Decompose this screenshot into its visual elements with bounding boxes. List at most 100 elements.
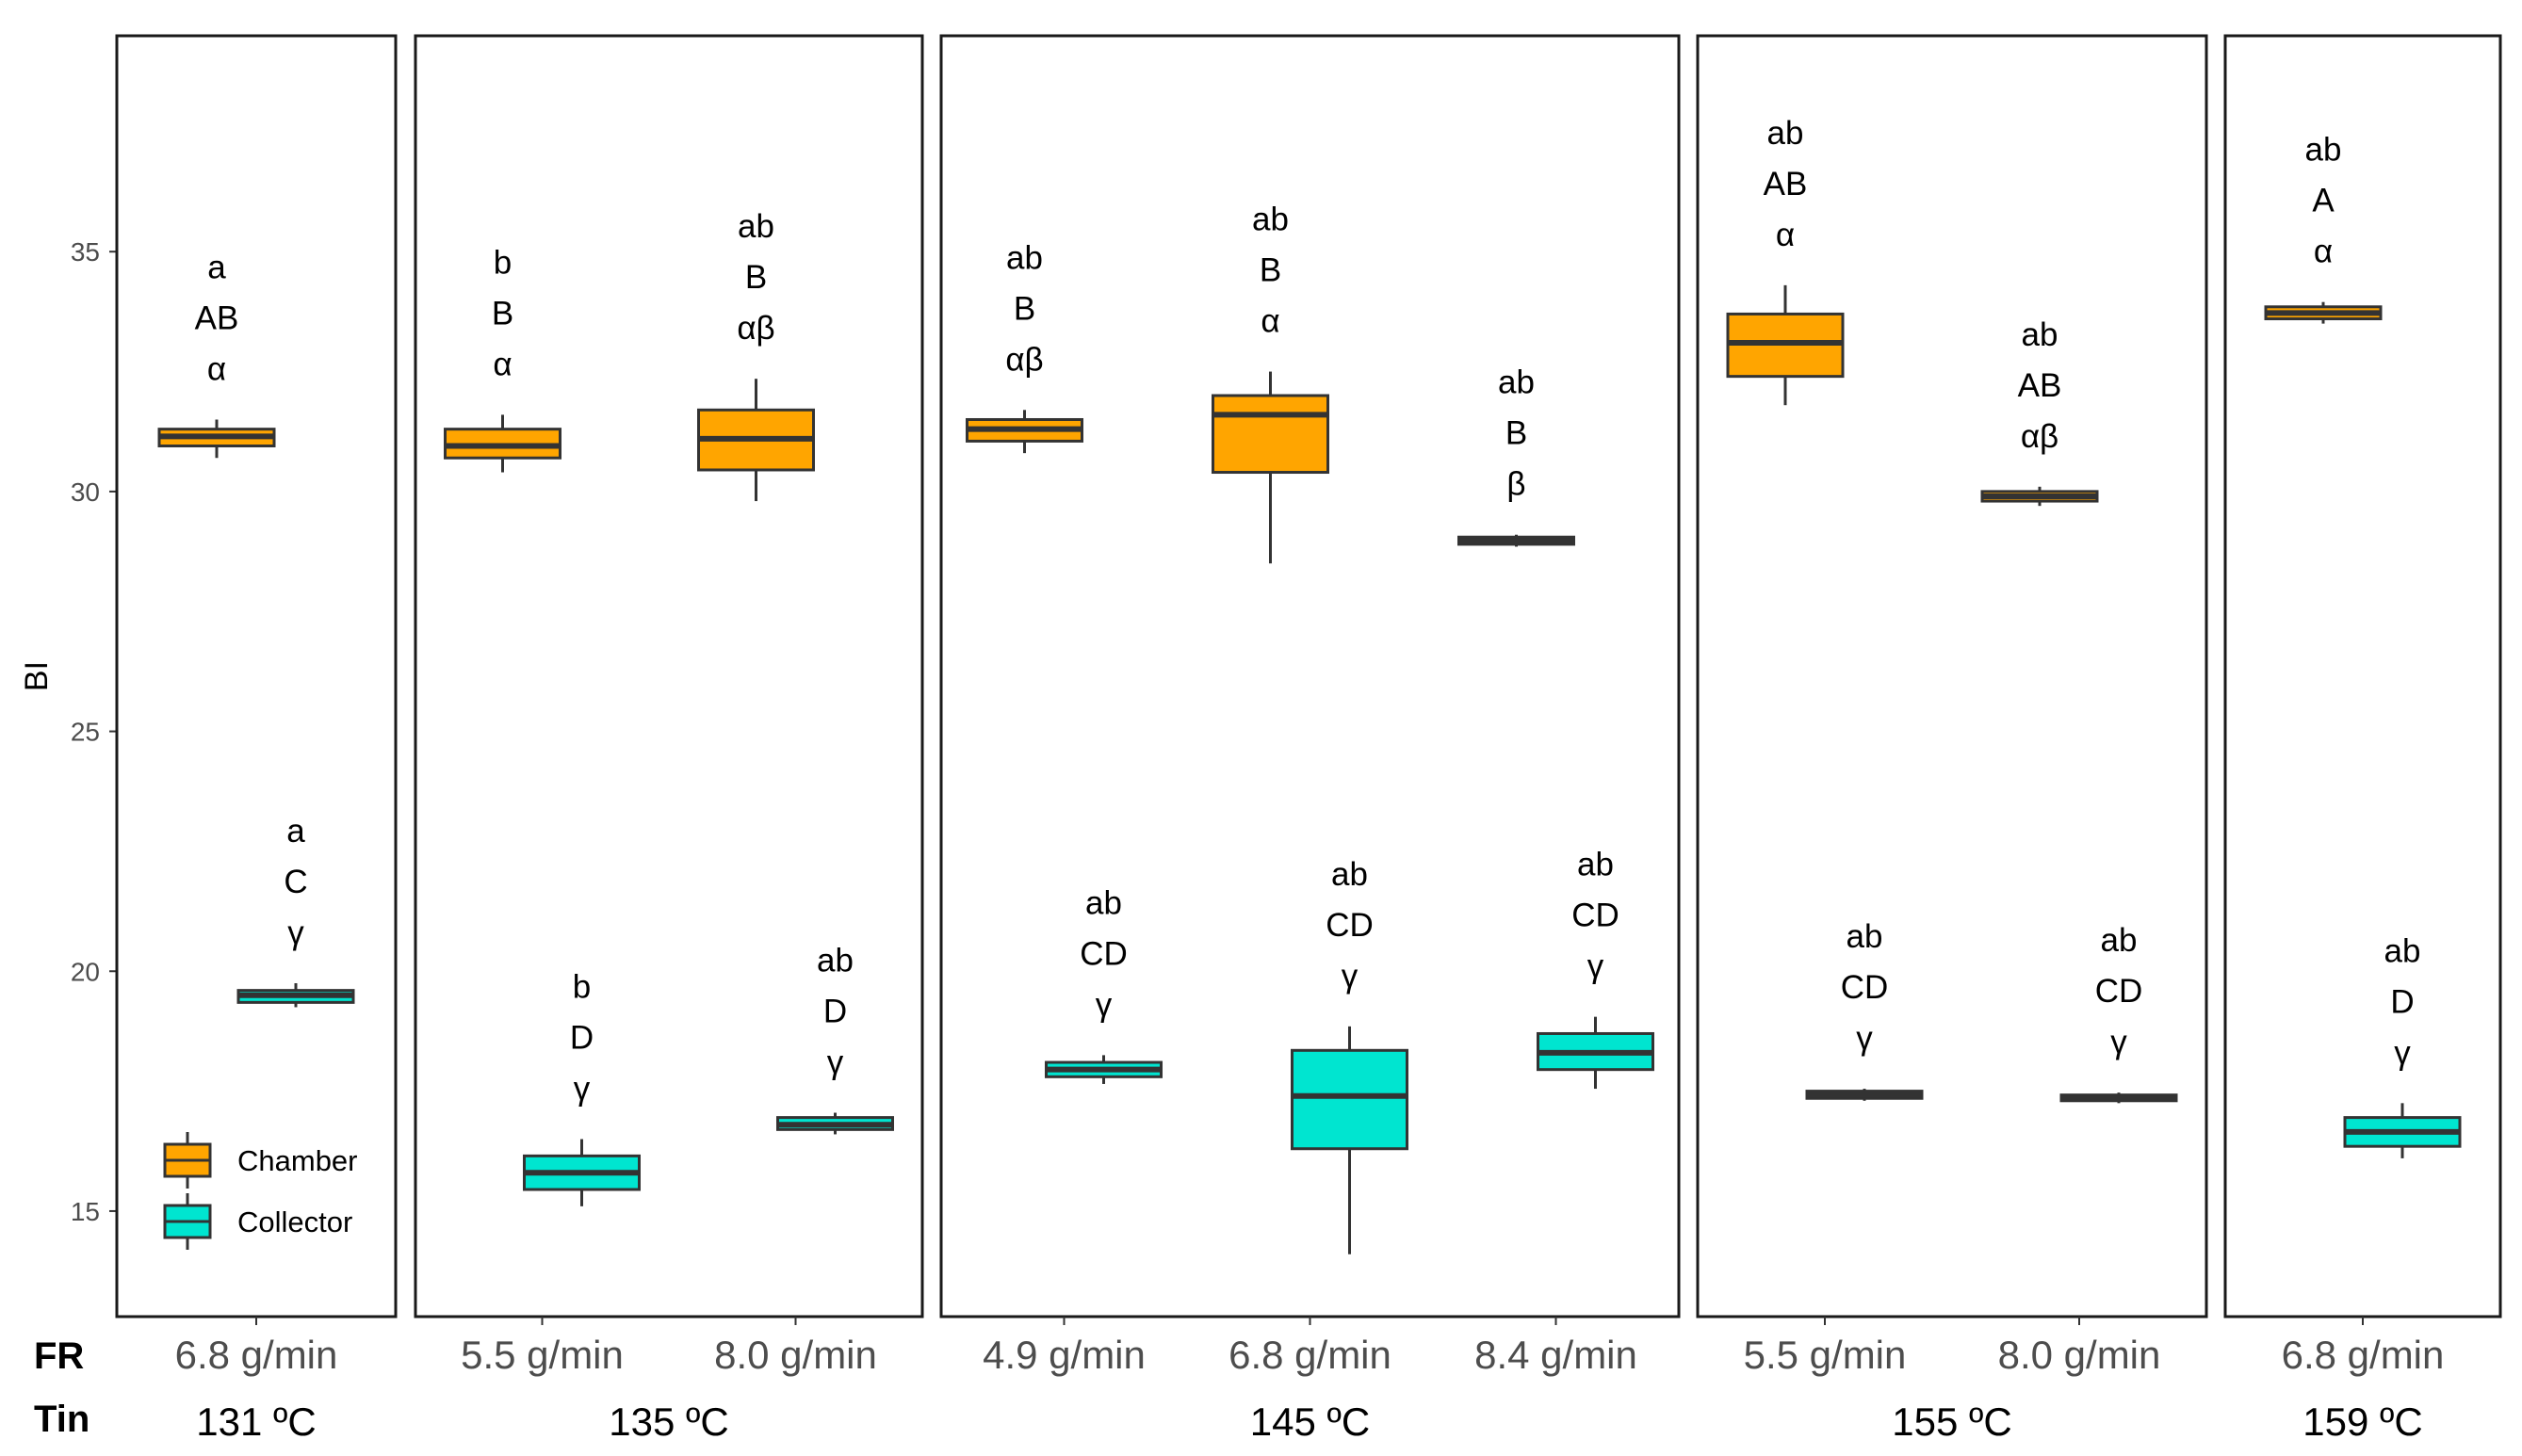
- panel-border: [1696, 34, 2208, 1318]
- fr-label: 8.0 g/min: [1998, 1333, 2161, 1377]
- significance-letter: α: [1261, 303, 1279, 340]
- panels: aABαaCγbBαbDγabBαβabDγabBαβabCDγabBαabCD…: [115, 34, 2502, 1318]
- significance-letter: ab: [1006, 239, 1043, 276]
- significance-letter: γ: [1856, 1020, 1873, 1057]
- panel-5: ab Aα ab Dγ: [2223, 34, 2502, 1318]
- significance-letter: β: [1506, 466, 1525, 503]
- y-tick-label: 30: [71, 477, 100, 507]
- group-8-0-g-min: ab AB αβ ab CD γ: [1980, 316, 2178, 1104]
- y-tick-label: 35: [71, 237, 100, 267]
- significance-letter: A: [2312, 183, 2335, 219]
- significance-letter: αβ: [2021, 418, 2058, 455]
- significance-letter: α: [493, 346, 512, 382]
- tin-label: 145 ºC: [1250, 1399, 1370, 1444]
- significance-letter: B: [745, 259, 767, 296]
- significance-letter: ab: [2022, 316, 2058, 353]
- significance-letter: ab: [1498, 364, 1535, 401]
- significance-letter: AB: [2018, 367, 2062, 404]
- box-iqr: [1291, 1048, 1408, 1151]
- significance-letter: ab: [2384, 932, 2421, 969]
- significance-letter: γ: [574, 1071, 591, 1108]
- significance-letter: D: [2390, 983, 2414, 1020]
- y-tick-label: 25: [71, 718, 100, 747]
- significance-letter: AB: [195, 299, 239, 336]
- legend-label: Chamber: [237, 1144, 358, 1177]
- y-tick-label: 15: [71, 1197, 100, 1226]
- significance-letter: ab: [2101, 922, 2138, 959]
- significance-letter: γ: [1587, 948, 1604, 985]
- group-6-8-g-min: ab Aα ab Dγ: [2264, 132, 2462, 1158]
- footer-labels: 6.8 g/min 131 ºC 5.5 g/min 8.0 g/min 135 ºC 4…: [34, 1317, 2444, 1444]
- legend-item-chamber: Chamber: [163, 1132, 358, 1189]
- significance-letter: ab: [817, 943, 854, 979]
- tin-label: 135 ºC: [609, 1399, 728, 1444]
- significance-letter: AB: [1764, 166, 1808, 202]
- significance-letter: γ: [2110, 1024, 2127, 1060]
- significance-letter: b: [494, 244, 512, 281]
- significance-letter: ab: [1767, 115, 1804, 152]
- significance-letter: a: [286, 813, 305, 849]
- group-8-0-g-min: ab Bαβ ab Dγ: [697, 208, 894, 1135]
- fr-row-label: FR: [34, 1335, 84, 1377]
- significance-letter: B: [492, 295, 513, 332]
- y-axis-title: BI: [19, 661, 55, 691]
- fr-label: 4.9 g/min: [983, 1333, 1146, 1377]
- significance-letter: ab: [1331, 856, 1368, 893]
- significance-letter: ab: [1577, 847, 1614, 883]
- significance-letter: C: [284, 864, 307, 900]
- significance-letter: B: [1014, 290, 1035, 327]
- fr-label: 6.8 g/min: [175, 1333, 338, 1377]
- significance-letter: ab: [1847, 918, 1883, 955]
- significance-letter: B: [1260, 252, 1281, 289]
- fr-label: 5.5 g/min: [461, 1333, 624, 1377]
- significance-letter: γ: [1342, 958, 1359, 995]
- significance-letter: CD: [1841, 969, 1889, 1006]
- significance-letter: a: [207, 249, 226, 285]
- y-axis: 15 20 25 30 35 BI: [19, 237, 117, 1226]
- significance-letter: D: [570, 1020, 594, 1057]
- significance-letter: CD: [1080, 935, 1128, 972]
- significance-letter: γ: [287, 914, 304, 951]
- tin-label: 155 ºC: [1892, 1399, 2011, 1444]
- tin-row-label: Tin: [34, 1399, 89, 1440]
- panel-border: [414, 34, 924, 1318]
- significance-letter: α: [207, 350, 226, 387]
- legend-item-collector: Collector: [163, 1193, 352, 1250]
- significance-letter: ab: [738, 208, 774, 245]
- fr-label: 5.5 g/min: [1744, 1333, 1907, 1377]
- significance-letter: ab: [1085, 884, 1122, 921]
- fr-label: 8.0 g/min: [714, 1333, 877, 1377]
- significance-letter: B: [1505, 415, 1527, 452]
- group-5-5-g-min: ab AB α ab CD γ: [1726, 115, 1924, 1101]
- significance-letter: CD: [1571, 898, 1619, 934]
- group-4-9-g-min: ab Bαβ ab CD γ: [966, 239, 1163, 1084]
- significance-letter: αβ: [1005, 341, 1043, 378]
- panel-3: ab Bαβ ab CD γ ab Bα ab CD γ ab Bβ ab CD γ: [939, 34, 1681, 1318]
- group-6-8-g-min: ab Bα ab CD γ: [1212, 202, 1408, 1254]
- significance-letter: b: [573, 969, 591, 1006]
- significance-letter: α: [1776, 217, 1795, 253]
- legend: Chamber Collector: [163, 1132, 358, 1250]
- significance-letter: ab: [2305, 132, 2342, 169]
- tin-label: 159 ºC: [2302, 1399, 2422, 1444]
- fr-label: 6.8 g/min: [1228, 1333, 1391, 1377]
- y-tick-label: 20: [71, 957, 100, 986]
- box-iqr: [1212, 394, 1329, 475]
- legend-label: Collector: [237, 1205, 352, 1238]
- fr-label: 6.8 g/min: [2282, 1333, 2445, 1377]
- significance-letter: CD: [1326, 907, 1374, 944]
- tin-label: 131 ºC: [196, 1399, 316, 1444]
- group-8-4-g-min: ab Bβ ab CD γ: [1457, 364, 1654, 1090]
- significance-letter: γ: [1096, 986, 1113, 1023]
- fr-label: 8.4 g/min: [1474, 1333, 1637, 1377]
- significance-letter: γ: [827, 1044, 844, 1081]
- panel-border: [115, 34, 398, 1318]
- significance-letter: γ: [2394, 1034, 2411, 1071]
- panel-4: ab AB α ab CD γ ab AB αβ ab CD γ: [1696, 34, 2208, 1318]
- significance-letter: D: [823, 994, 847, 1030]
